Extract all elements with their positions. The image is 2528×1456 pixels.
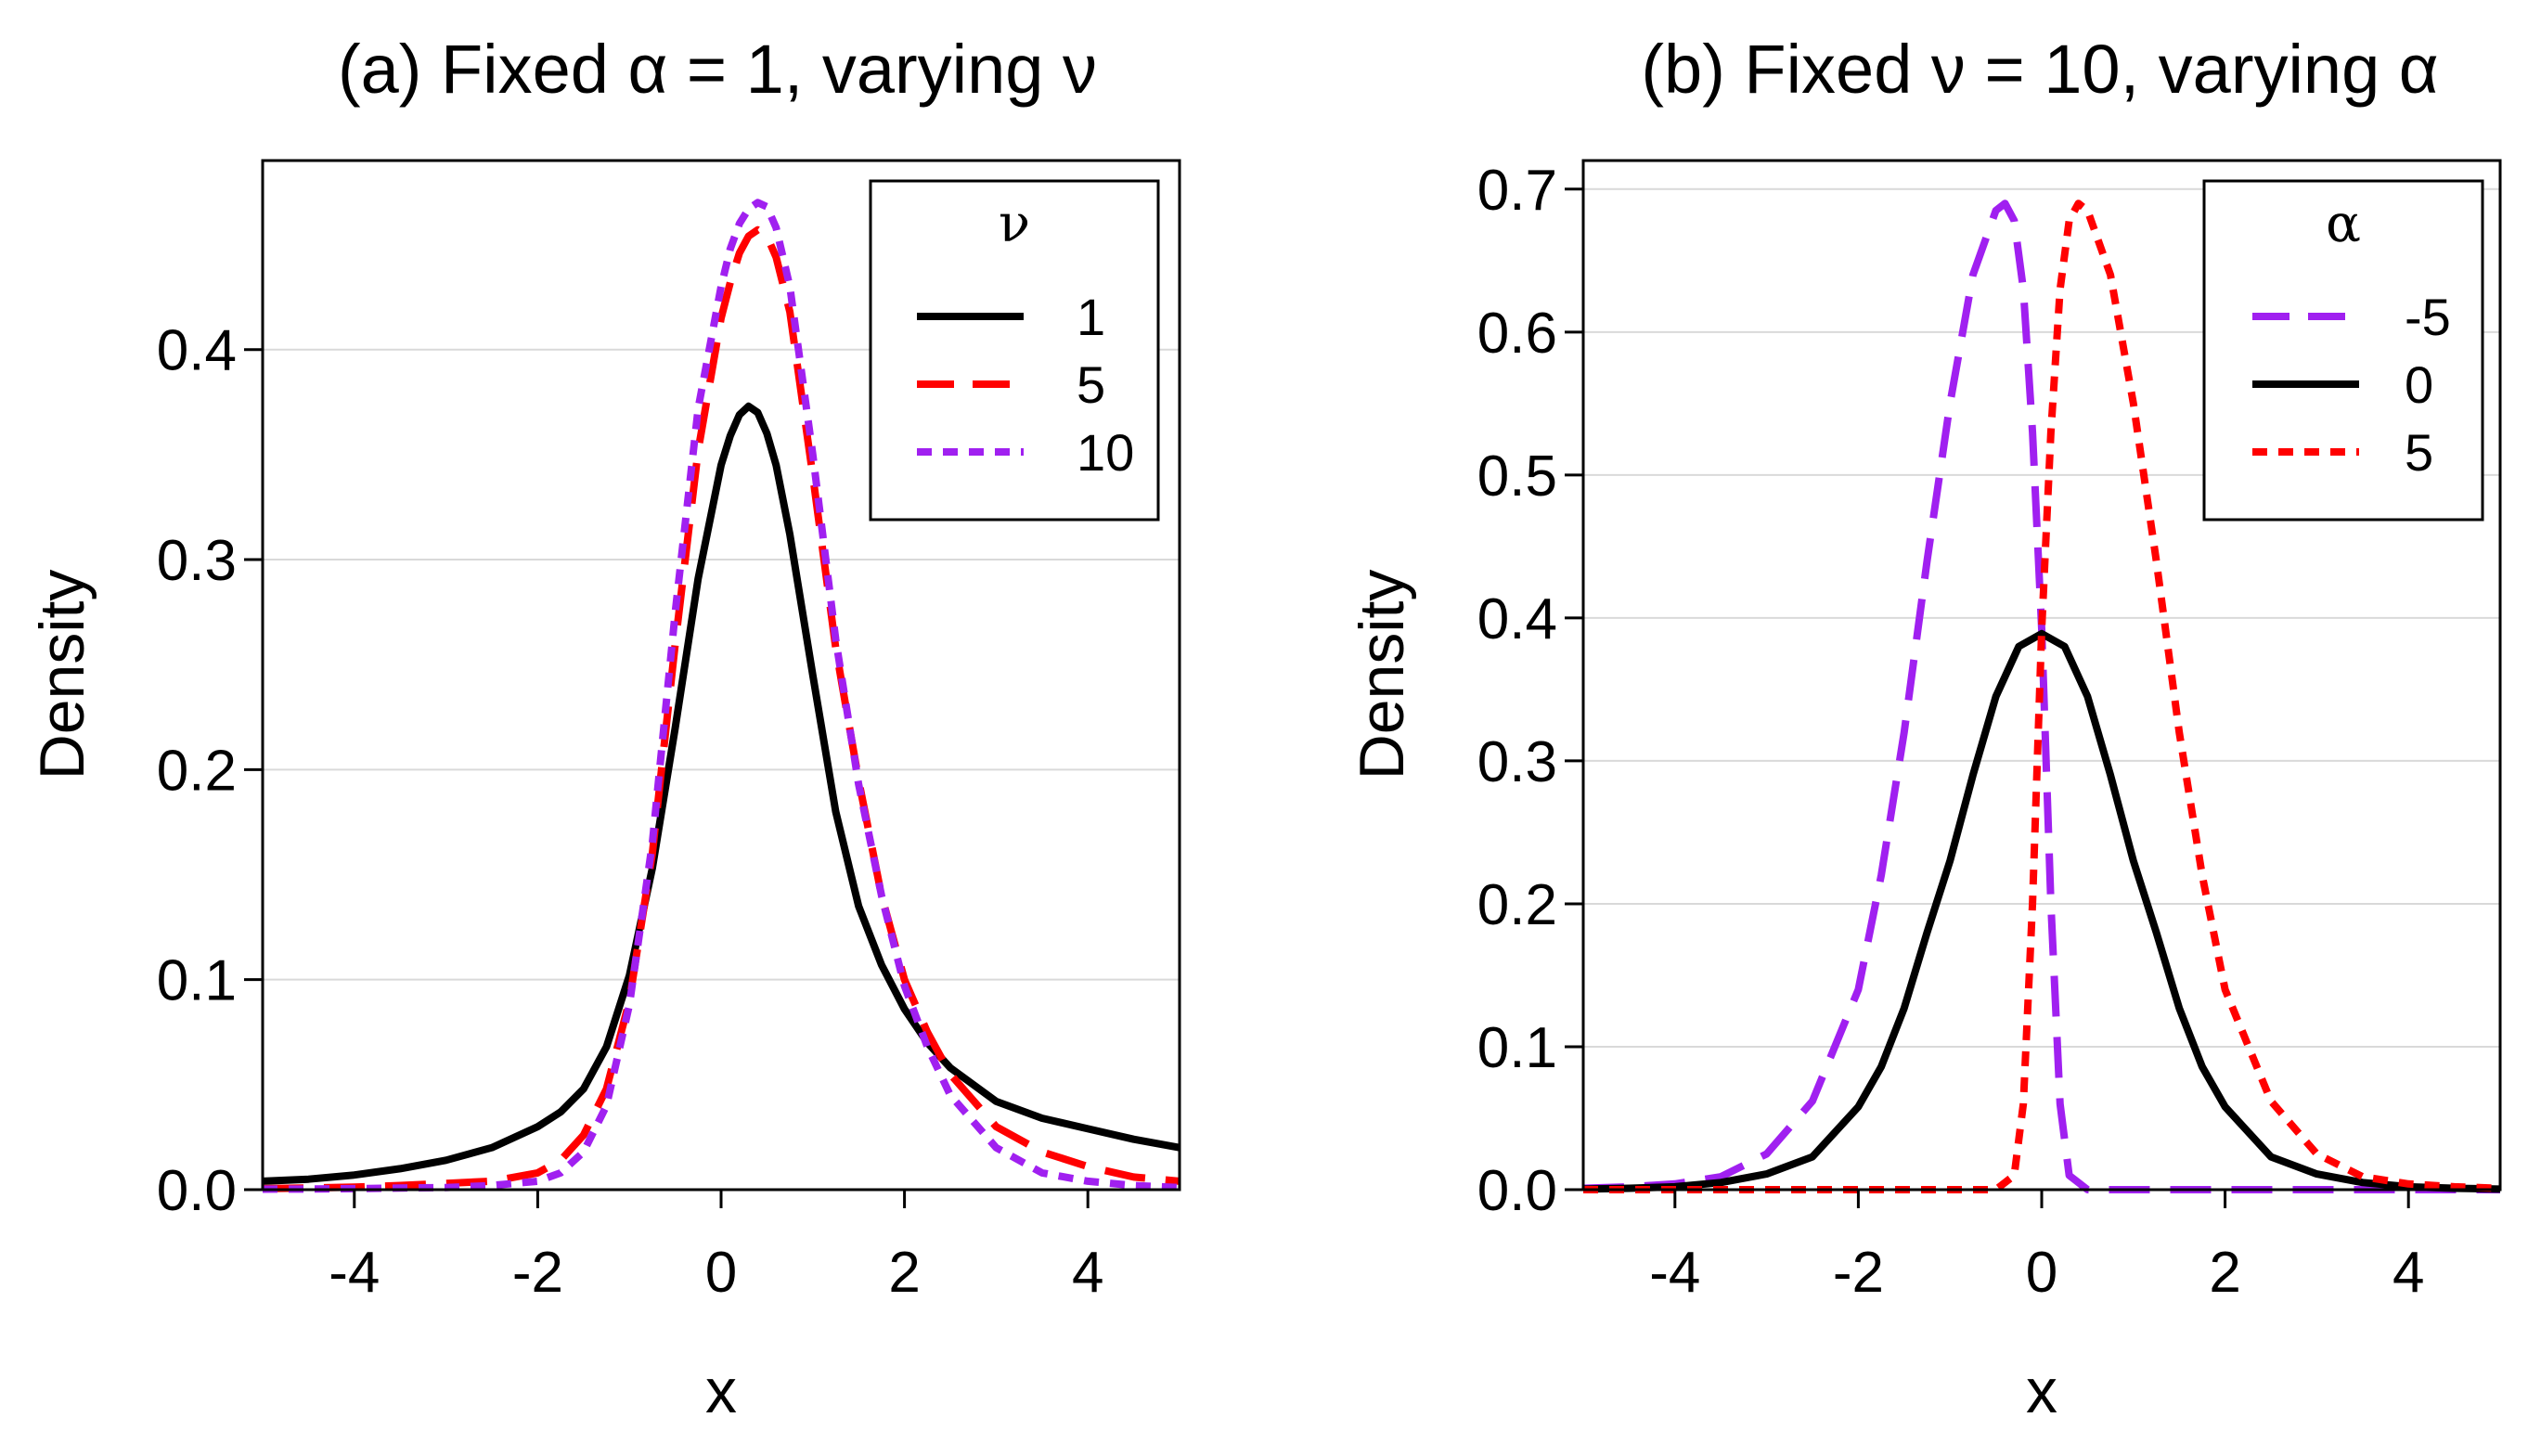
chart-b-legend-box [2202, 179, 2484, 522]
chart-b-series-line-0 [1582, 629, 2501, 1193]
chart-b-legend-label-2: 0 [2405, 355, 2433, 414]
chart-a-series-lines [262, 199, 1180, 1193]
chart-a-series-line-5 [262, 225, 1180, 1192]
chart-a-series-line-10 [262, 199, 1180, 1193]
chart-a-x-tick-label: 0 [705, 1241, 737, 1305]
chart-a-gridlines [263, 348, 1180, 981]
chart-a-legend-title: ν [999, 194, 1030, 254]
chart-a-y-ticks: 0.0 0.1 0.2 0.3 0.4 [157, 319, 263, 1223]
chart-a-y-tick-label: 0.4 [157, 319, 237, 383]
chart-b-legend-label-1: -5 [2405, 288, 2451, 346]
chart-b-x-tick-label: 4 [2393, 1241, 2424, 1305]
chart-b-y-tick-label: 0.7 [1477, 159, 1557, 223]
chart-b-y-tick-label: 0.4 [1477, 587, 1557, 651]
chart-b-y-tick-label: 0.5 [1477, 445, 1557, 509]
chart-a-y-tick-label: 0.2 [157, 739, 237, 803]
chart-a-x-axis-label: x [705, 1356, 737, 1426]
chart-b-y-tick-label: 0.3 [1477, 730, 1557, 794]
chart-b-y-ticks: 0.0 0.1 0.2 0.3 0.4 0.5 0.6 0.7 [1477, 159, 1583, 1223]
chart-a-y-tick-label: 0.1 [157, 949, 237, 1013]
chart-b-x-ticks: -4 -2 0 2 4 [1649, 1190, 2424, 1305]
chart-b-y-tick-label: 0.0 [1477, 1159, 1557, 1223]
chart-a-legend-label-3: 10 [1077, 423, 1134, 482]
chart-b-legend-title: α [2326, 194, 2361, 254]
chart-a-legend-label-1: 1 [1077, 288, 1105, 346]
chart-b-x-tick-label: 2 [2209, 1241, 2240, 1305]
chart-b-x-tick-label: 0 [2026, 1241, 2057, 1305]
chart-a-y-tick-label: 0.3 [157, 529, 237, 593]
chart-b-y-tick-label: 0.6 [1477, 302, 1557, 366]
chart-panel-b: (b) Fixed ν = 10, varying α -4 -2 0 2 4 0.00… [1347, 31, 2502, 1426]
chart-a-legend-label-2: 5 [1077, 355, 1105, 414]
chart-a-x-tick-label: 2 [888, 1241, 920, 1305]
chart-a-x-tick-label: -2 [512, 1241, 563, 1305]
chart-panel-a: (a) Fixed α = 1, varying ν -4 -2 0 2 4 0.00.… [27, 31, 1181, 1426]
chart-b-title: (b) Fixed ν = 10, varying α [1641, 31, 2438, 108]
chart-a-legend-box [869, 179, 1160, 522]
chart-a-x-ticks: -4 -2 0 2 4 [329, 1190, 1103, 1305]
chart-a-y-tick-label: 0.0 [157, 1159, 237, 1223]
chart-b-y-tick-label: 0.2 [1477, 873, 1557, 937]
chart-b-y-tick-label: 0.1 [1477, 1016, 1557, 1080]
chart-a-x-tick-label: 4 [1072, 1241, 1103, 1305]
chart-b-x-tick-label: -2 [1833, 1241, 1884, 1305]
chart-a-legend: ν 1 5 10 [869, 179, 1160, 522]
chart-a-x-tick-label: -4 [329, 1241, 380, 1305]
chart-b-x-axis-label: x [2026, 1356, 2057, 1426]
chart-b-legend-label-3: 5 [2405, 423, 2433, 482]
chart-a-y-axis-label: Density [27, 570, 97, 780]
chart-b-series-line-5 [1583, 200, 2501, 1193]
chart-b-x-tick-label: -4 [1649, 1241, 1700, 1305]
chart-b-y-axis-label: Density [1347, 570, 1417, 780]
chart-b-legend: α -5 0 5 [2202, 179, 2484, 522]
chart-a-title: (a) Fixed α = 1, varying ν [338, 31, 1097, 108]
